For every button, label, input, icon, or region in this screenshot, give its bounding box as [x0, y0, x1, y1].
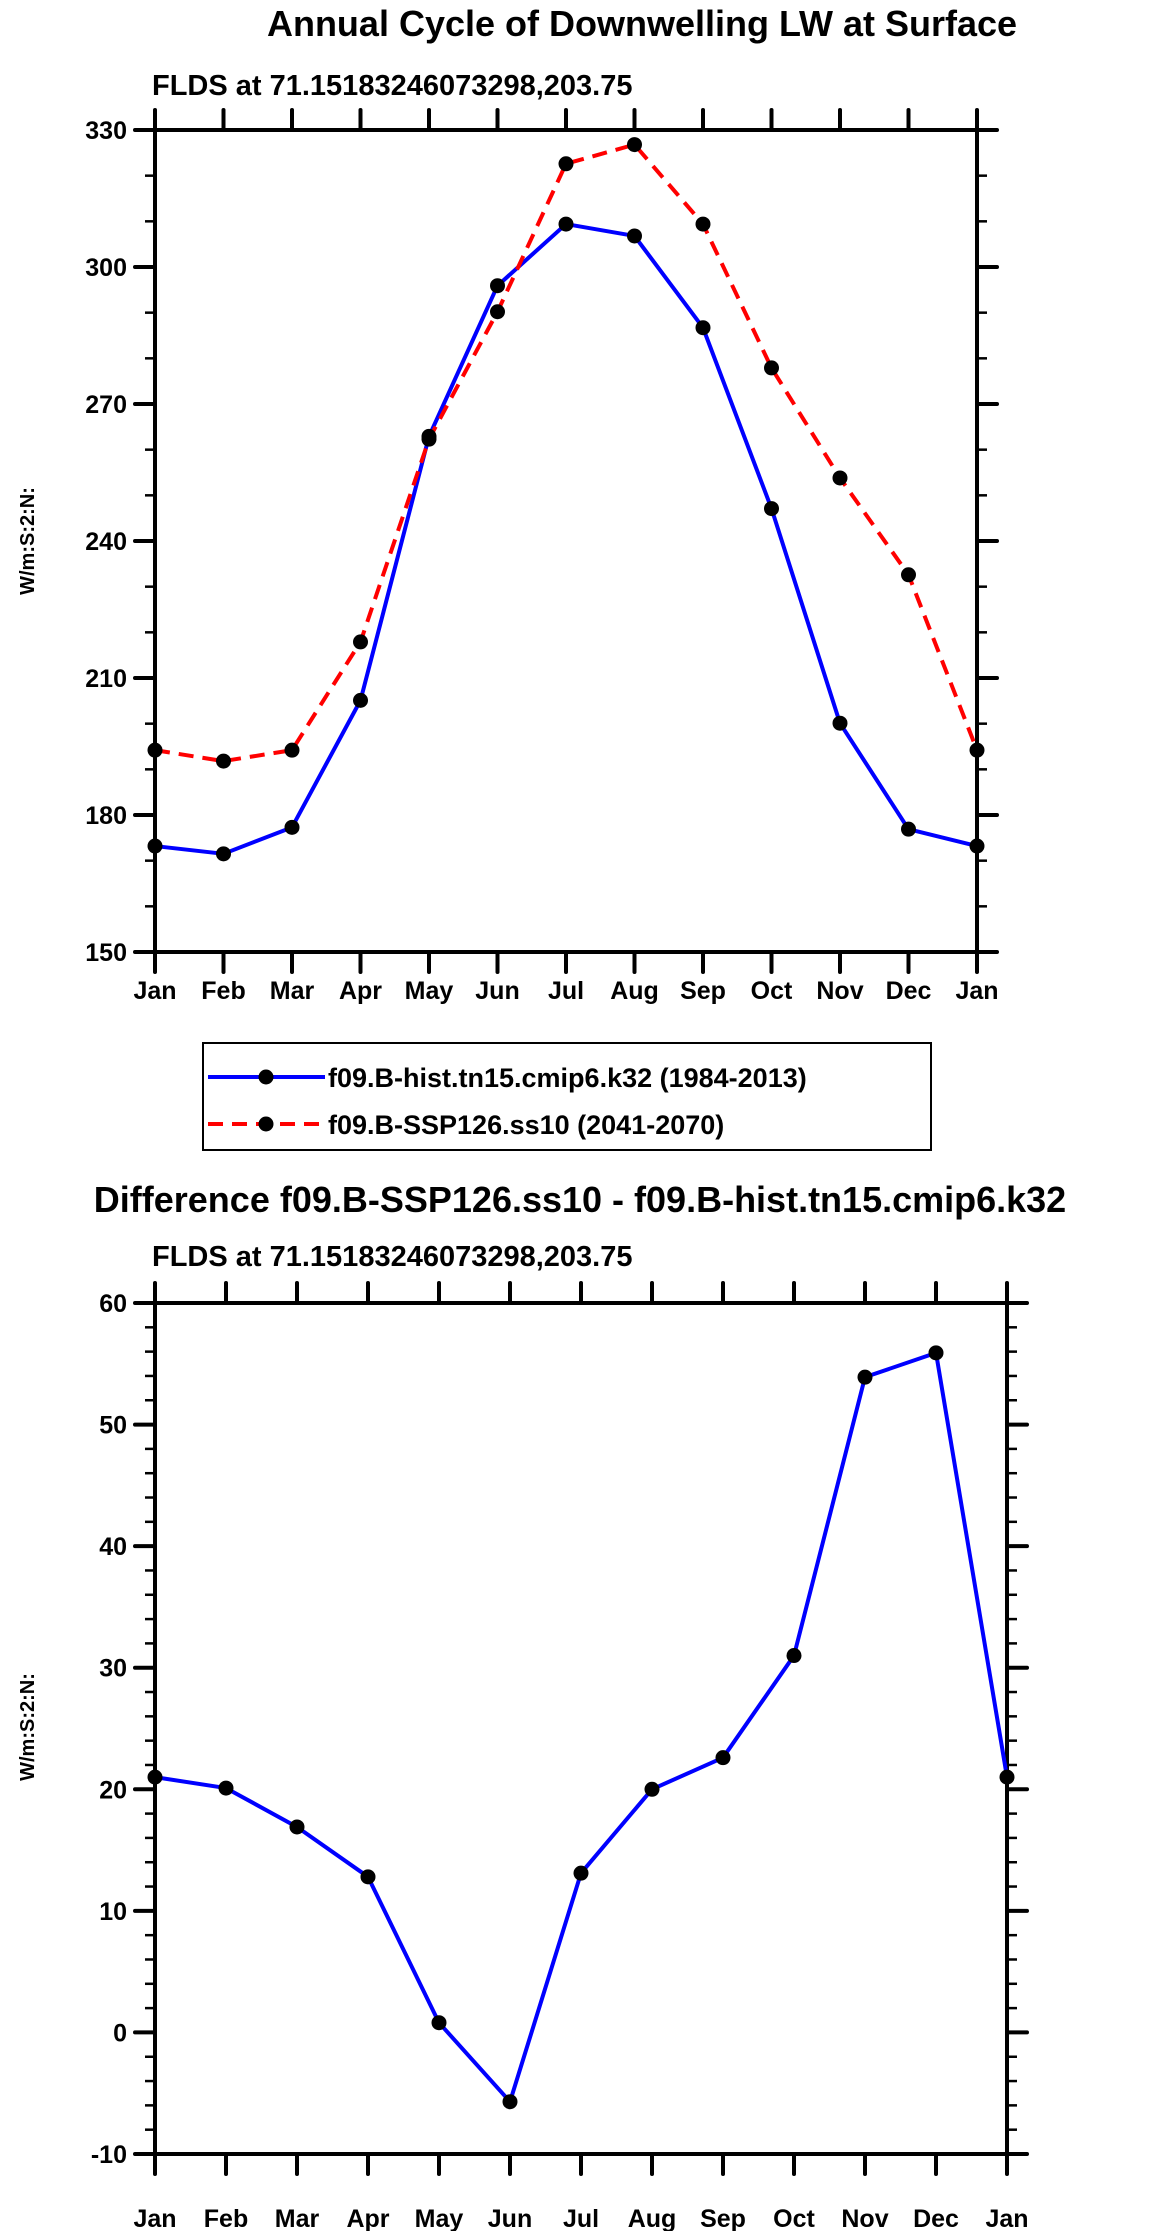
- data-point-series-0: [216, 846, 231, 862]
- data-point-series-1: [627, 137, 642, 153]
- y-tick-label: 210: [85, 665, 127, 693]
- y-axis-label: W/m:S:2:N:: [17, 1673, 39, 1781]
- legend-box: [202, 1042, 932, 1151]
- x-tick-label: Dec: [913, 2205, 959, 2231]
- x-tick-label: Nov: [816, 977, 863, 1005]
- x-tick-label: Aug: [610, 977, 659, 1005]
- data-point-series-0: [573, 1865, 589, 1881]
- y-tick-label: 150: [85, 939, 127, 967]
- x-tick-label: Jun: [488, 2205, 532, 2231]
- x-tick-label: Oct: [751, 977, 793, 1005]
- data-point-series-1: [969, 742, 985, 758]
- x-tick-label: Oct: [773, 2205, 815, 2231]
- data-point-series-1: [421, 431, 437, 447]
- x-tick-label: Aug: [628, 2205, 677, 2231]
- x-tick-label: Dec: [886, 977, 932, 1005]
- legend-label-ssp: f09.B-SSP126.ss10 (2041-2070): [328, 1110, 724, 1140]
- chart-title: Annual Cycle of Downwelling LW at Surfac…: [267, 3, 1017, 44]
- data-point-series-1: [558, 156, 574, 172]
- data-point-series-0: [627, 228, 642, 244]
- x-tick-label: Apr: [346, 2205, 389, 2231]
- x-tick-label: Jun: [475, 977, 519, 1005]
- series-line-1: [154, 142, 979, 764]
- x-tick-label: Sep: [680, 977, 726, 1005]
- chart-title: Difference f09.B-SSP126.ss10 - f09.B-his…: [94, 1179, 1066, 1220]
- plot-frame: [153, 128, 979, 954]
- x-tick-label: May: [405, 977, 454, 1005]
- data-point-series-1: [216, 753, 231, 769]
- y-tick-label: 10: [99, 1898, 127, 1926]
- data-point-series-1: [901, 567, 916, 583]
- y-tick-label: 20: [99, 1776, 127, 1804]
- data-point-series-0: [490, 278, 505, 294]
- y-tick-label: 180: [85, 802, 127, 830]
- y-tick-label: 0: [113, 2019, 127, 2047]
- data-point-series-1: [284, 742, 300, 758]
- y-tick-label: 330: [85, 117, 127, 145]
- data-point-series-0: [558, 216, 574, 232]
- data-point-series-0: [715, 1750, 731, 1766]
- y-tick-label: 50: [99, 1412, 127, 1440]
- y-tick-label: 240: [85, 528, 127, 556]
- x-tick-label: Nov: [841, 2205, 888, 2231]
- data-point-series-1: [695, 216, 711, 232]
- data-point-series-1: [353, 634, 368, 650]
- data-point-series-0: [832, 715, 848, 731]
- data-point-series-0: [289, 1819, 305, 1835]
- plot-frame: [153, 1301, 1009, 2156]
- series-line-0: [154, 1350, 1009, 2104]
- y-tick-label: 30: [99, 1655, 127, 1683]
- data-point-series-1: [147, 742, 163, 758]
- data-point-series-0: [360, 1869, 376, 1885]
- data-point-series-0: [284, 819, 300, 835]
- data-point-series-0: [147, 1769, 163, 1785]
- legend: f09.B-hist.tn15.cmip6.k32 (1984-2013) f0…: [202, 1042, 932, 1151]
- x-tick-label: Jan: [133, 977, 176, 1005]
- x-tick-label: Apr: [339, 977, 382, 1005]
- y-axis-label: W/m:S:2:N:: [17, 487, 39, 595]
- y-tick-label: 300: [85, 254, 127, 282]
- data-point-series-0: [353, 692, 368, 708]
- legend-marker-hist: [258, 1069, 274, 1085]
- y-tick-label: 40: [99, 1533, 127, 1561]
- x-tick-label: Feb: [201, 977, 245, 1005]
- data-point-series-0: [644, 1781, 660, 1797]
- difference-chart: Difference f09.B-SSP126.ss10 - f09.B-his…: [17, 1179, 1066, 2231]
- chart-subtitle: FLDS at 71.15183246073298,203.75: [152, 1241, 632, 1273]
- data-point-series-0: [218, 1780, 234, 1796]
- data-point-series-0: [147, 838, 163, 854]
- x-tick-label: Jul: [548, 977, 584, 1005]
- data-point-series-0: [695, 320, 711, 336]
- x-tick-label: Sep: [700, 2205, 746, 2231]
- x-tick-label: Jan: [133, 2205, 176, 2231]
- y-tick-label: 60: [99, 1290, 127, 1318]
- series-line-0: [154, 222, 978, 856]
- x-tick-label: Jan: [985, 2205, 1028, 2231]
- x-tick-label: Feb: [204, 2205, 248, 2231]
- data-point-series-0: [431, 2015, 447, 2031]
- y-tick-label: -10: [91, 2141, 127, 2169]
- x-tick-label: May: [415, 2205, 464, 2231]
- data-point-series-0: [969, 838, 985, 854]
- data-point-series-0: [901, 821, 916, 837]
- chart-subtitle: FLDS at 71.15183246073298,203.75: [152, 70, 632, 102]
- y-tick-label: 270: [85, 391, 127, 419]
- data-point-series-0: [999, 1769, 1015, 1785]
- data-point-series-1: [490, 304, 505, 320]
- legend-marker-ssp: [258, 1116, 274, 1132]
- data-point-series-0: [502, 2094, 518, 2110]
- data-point-series-0: [857, 1369, 873, 1385]
- data-point-series-0: [764, 501, 779, 517]
- x-tick-label: Mar: [275, 2205, 320, 2231]
- annual-cycle-chart: Annual Cycle of Downwelling LW at Surfac…: [17, 3, 1017, 1005]
- data-point-series-0: [928, 1345, 944, 1361]
- x-tick-label: Jan: [955, 977, 998, 1005]
- data-point-series-1: [764, 360, 779, 376]
- legend-label-hist: f09.B-hist.tn15.cmip6.k32 (1984-2013): [328, 1063, 807, 1093]
- data-point-series-0: [786, 1648, 802, 1664]
- data-point-series-1: [832, 470, 848, 486]
- x-tick-label: Jul: [563, 2205, 599, 2231]
- x-tick-label: Mar: [270, 977, 315, 1005]
